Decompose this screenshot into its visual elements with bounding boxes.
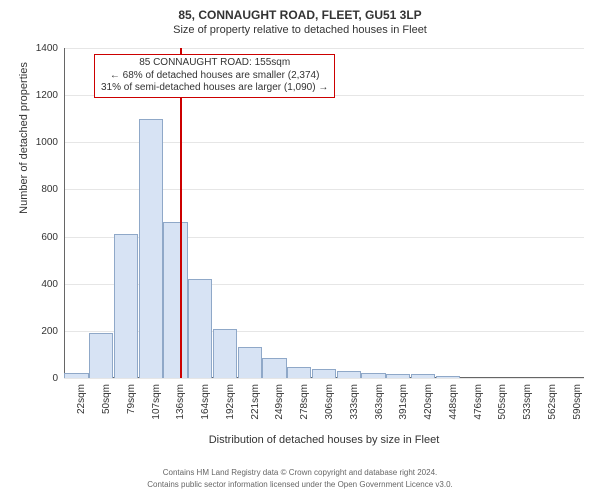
x-tick-label: 590sqm — [572, 384, 583, 484]
x-tick-label: 50sqm — [101, 384, 112, 484]
x-tick-label: 363sqm — [374, 384, 385, 484]
annotation-line: 31% of semi-detached houses are larger (… — [101, 82, 328, 95]
bar — [337, 371, 361, 378]
bar — [262, 358, 286, 378]
bar — [312, 369, 336, 378]
bar — [188, 279, 212, 378]
y-tick-label: 1200 — [18, 90, 58, 101]
x-tick-label: 476sqm — [473, 384, 484, 484]
bar — [89, 333, 113, 378]
x-tick-label: 533sqm — [522, 384, 533, 484]
x-tick-label: 79sqm — [126, 384, 137, 484]
x-tick-label: 164sqm — [200, 384, 211, 484]
y-tick-label: 0 — [18, 373, 58, 384]
annotation-line: ← 68% of detached houses are smaller (2,… — [101, 70, 328, 83]
x-tick-label: 391sqm — [398, 384, 409, 484]
x-tick-label: 306sqm — [324, 384, 335, 484]
annotation-box: 85 CONNAUGHT ROAD: 155sqm← 68% of detach… — [94, 54, 335, 98]
reference-line — [180, 48, 182, 378]
chart-subtitle: Size of property relative to detached ho… — [0, 24, 600, 36]
y-axis-line — [64, 48, 65, 378]
x-tick-label: 107sqm — [151, 384, 162, 484]
chart-root: 85, CONNAUGHT ROAD, FLEET, GU51 3LP Size… — [0, 0, 600, 500]
gridline — [64, 378, 584, 379]
x-tick-label: 192sqm — [225, 384, 236, 484]
bar — [238, 347, 262, 378]
bar — [287, 367, 311, 378]
x-tick-label: 505sqm — [497, 384, 508, 484]
y-tick-label: 600 — [18, 232, 58, 243]
y-tick-label: 800 — [18, 184, 58, 195]
bar — [436, 376, 460, 378]
y-tick-label: 200 — [18, 326, 58, 337]
x-tick-label: 333sqm — [349, 384, 360, 484]
gridline — [64, 48, 584, 49]
bar — [139, 119, 163, 378]
x-tick-label: 278sqm — [299, 384, 310, 484]
bar — [163, 222, 187, 378]
chart-title: 85, CONNAUGHT ROAD, FLEET, GU51 3LP — [0, 8, 600, 22]
annotation-line: 85 CONNAUGHT ROAD: 155sqm — [101, 57, 328, 70]
y-tick-label: 1400 — [18, 43, 58, 54]
x-tick-label: 221sqm — [250, 384, 261, 484]
bar — [361, 373, 385, 378]
y-tick-label: 1000 — [18, 137, 58, 148]
plot-area: 85 CONNAUGHT ROAD: 155sqm← 68% of detach… — [64, 48, 584, 378]
x-tick-label: 562sqm — [547, 384, 558, 484]
bar — [64, 373, 88, 378]
x-tick-label: 249sqm — [274, 384, 285, 484]
bar — [114, 234, 138, 378]
bar — [386, 374, 410, 378]
y-tick-label: 400 — [18, 279, 58, 290]
bar — [213, 329, 237, 379]
bar — [411, 374, 435, 378]
x-tick-label: 136sqm — [175, 384, 186, 484]
x-tick-label: 420sqm — [423, 384, 434, 484]
x-tick-label: 448sqm — [448, 384, 459, 484]
x-tick-label: 22sqm — [76, 384, 87, 484]
